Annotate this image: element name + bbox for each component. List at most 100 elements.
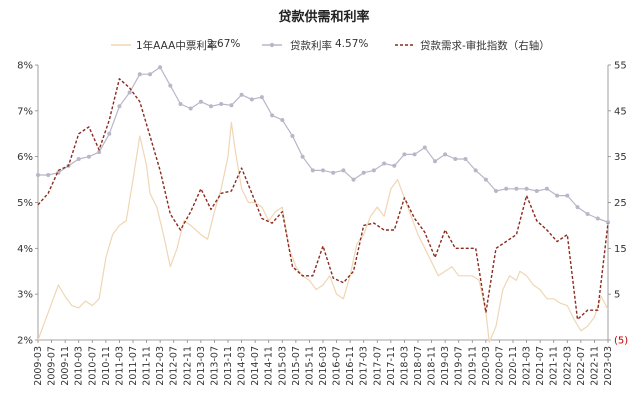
loan-rate-point [229, 103, 234, 108]
loan-rate-point [494, 189, 498, 193]
loan-rate-point [137, 72, 142, 77]
x-axis-tick-label: 2017-03 [359, 346, 370, 386]
loan-rate-point [127, 90, 132, 95]
x-axis-tick-label: 2014-07 [250, 346, 261, 386]
series-layer [36, 65, 610, 343]
loan-rate-point [321, 168, 325, 173]
x-axis-tick-label: 2016-07 [332, 346, 343, 386]
loan-rate-point [443, 152, 448, 157]
loan-rate-point [158, 65, 163, 70]
x-axis-tick-label: 2010-03 [74, 346, 85, 386]
loan-rate-point [402, 152, 407, 157]
legend-value-loan-rate: 4.57% [335, 38, 368, 50]
loan-rate-point [219, 102, 224, 106]
x-axis-tick-label: 2013-03 [196, 346, 207, 386]
loan-rate-point [433, 159, 437, 164]
x-axis-tick-label: 2009-07 [47, 346, 58, 386]
legend-label-aaa-rate: 1年AAA中票利率 [136, 39, 217, 52]
loan-rate-point [412, 152, 417, 157]
loan-rate-point [555, 193, 560, 198]
loan-rate-point [117, 104, 122, 109]
loan-rate-point [97, 150, 102, 155]
x-axis-tick-label: 2020-11 [508, 346, 519, 386]
x-axis-tick-label: 2020-07 [494, 346, 505, 386]
loan-rate-point [280, 118, 285, 122]
loan-rate-point [178, 102, 183, 106]
loan-rate-point [239, 92, 244, 97]
loan-rate-point [382, 161, 387, 166]
chart-legend: 1年AAA中票利率 2.67% 贷款利率 4.57% 贷款需求-审批指数（右轴） [111, 38, 550, 52]
x-axis-tick-label: 2015-11 [304, 346, 315, 386]
x-axis-tick-label: 2012-03 [155, 346, 166, 386]
x-axis-tick-label: 2022-03 [562, 346, 573, 386]
loan-rate-point [606, 220, 610, 225]
loan-rate-point [290, 134, 295, 138]
loan-rate-point [76, 157, 81, 161]
x-axis-tick-label: 2011-07 [128, 346, 139, 386]
x-axis-tick-label: 2015-03 [277, 346, 288, 386]
x-axis-tick-label: 2014-11 [264, 346, 275, 386]
right-axis-tick-label: 55 [614, 61, 627, 72]
loan-rate-point [361, 170, 366, 175]
loan-rate-point [544, 186, 549, 191]
loan-rate-point [422, 145, 427, 150]
x-axis-tick-label: 2018-11 [427, 346, 438, 386]
x-axis-tick-label: 2019-11 [467, 346, 478, 386]
legend-item-demand-index: 贷款需求-审批指数（右轴） [395, 39, 550, 52]
series-loan-rate [38, 66, 609, 223]
loan-rate-point [300, 154, 305, 159]
left-axis-tick-label: 3% [17, 290, 33, 301]
right-axis-tick-label: 35 [614, 152, 627, 163]
x-axis-tick-label: 2021-03 [522, 346, 533, 386]
loan-rate-point [514, 186, 519, 191]
loan-rate-point [259, 95, 264, 100]
loan-rate-point [585, 212, 590, 216]
left-axis-tick-label: 5% [17, 198, 33, 209]
right-axis-tick-label: 45 [614, 106, 627, 117]
x-axis-tick-label: 2017-07 [372, 346, 383, 386]
x-axis-tick-label: 2013-11 [223, 346, 234, 386]
right-axis-tick-label: 15 [614, 244, 627, 255]
loan-rate-point [371, 168, 376, 173]
loan-rate-point [209, 104, 213, 109]
legend-marker-loan-rate [269, 42, 275, 48]
loan-rate-point [188, 106, 193, 111]
x-axis-tick-label: 2023-03 [603, 346, 614, 386]
loan-rate-point [310, 168, 315, 173]
right-axis-tick-label: 25 [614, 198, 627, 209]
loan-rate-point [565, 193, 570, 198]
left-axis-tick-label: 6% [17, 152, 33, 163]
x-axis-tick-label: 2011-11 [142, 346, 153, 386]
loan-rate-point [148, 72, 152, 77]
x-axis-tick-label: 2019-03 [440, 346, 451, 386]
x-axis-tick-label: 2022-07 [576, 346, 587, 386]
loan-rate-point [331, 170, 336, 175]
loan-rate-point [463, 157, 468, 161]
legend-value-aaa-rate: 2.67% [207, 38, 240, 50]
loan-rate-point [270, 113, 275, 118]
x-axis-tick-label: 2009-03 [33, 346, 44, 386]
x-axis-tick-label: 2010-07 [87, 346, 98, 386]
chart-title: 贷款供需和利率 [278, 9, 369, 25]
left-axis-tick-label: 4% [17, 244, 33, 255]
x-axis-tick-label: 2011-03 [114, 346, 125, 386]
x-axis-tick-label: 2021-07 [535, 346, 546, 386]
x-axis-tick-label: 2020-03 [481, 346, 492, 386]
loan-rate-point [392, 163, 397, 168]
series-demand-index [37, 78, 609, 321]
x-axis-tick-label: 2012-11 [182, 346, 193, 386]
x-axis-tick-label: 2021-11 [549, 346, 560, 386]
loan-rate-point [595, 216, 600, 221]
loan-rate-point [198, 99, 203, 104]
legend-label-demand-index: 贷款需求-审批指数（右轴） [420, 39, 550, 52]
loan-rate-point [575, 205, 580, 210]
x-axis-tick-label: 2009-11 [60, 346, 71, 386]
loan-rate-point [351, 177, 356, 182]
x-axis-tick-label: 2019-07 [454, 346, 465, 386]
legend-item-loan-rate: 贷款利率 4.57% [262, 38, 368, 52]
right-axis-tick-label: 5 [614, 290, 620, 301]
loan-rate-point [36, 173, 40, 177]
left-axis-tick-label: 8% [17, 61, 33, 72]
x-axis-tick-label: 2014-03 [237, 346, 248, 386]
